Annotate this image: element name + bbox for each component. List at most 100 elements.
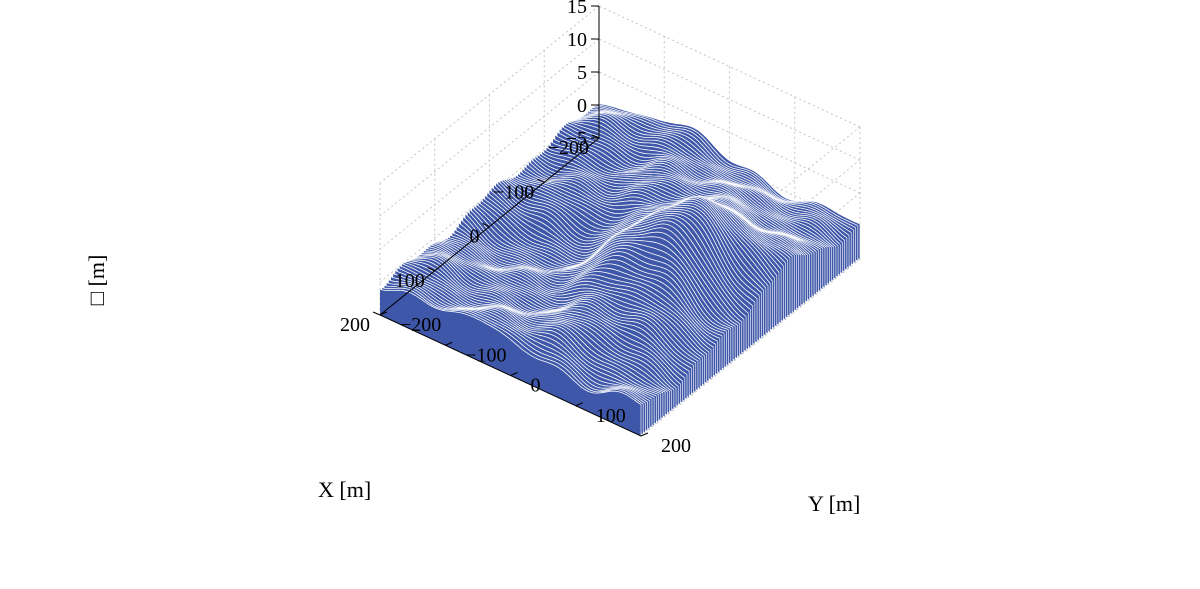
surface-profile-line [577,116,839,247]
surface-profile-line [517,173,780,273]
surface-profile-line [508,177,771,284]
wall-grid-z [379,71,600,250]
surface-profile-line [392,273,655,398]
surface-profile-line [550,141,813,255]
y-tick [640,432,649,437]
surface-profile-line [515,174,778,276]
surface-profile-line [476,203,738,326]
x-tick [427,267,435,272]
surface-profile-line [546,147,808,256]
surface-profile-line [406,261,668,393]
surface-profile-line [581,113,843,244]
x-tick-label: 100 [395,270,425,292]
surface-profile-line [568,121,830,248]
surface-profile-line [590,109,852,233]
surface-profile-line [445,238,707,355]
z-tick-label: 15 [567,0,587,18]
surface-profile-line [399,265,661,394]
axes: −200 −100 0 100 200 −200 −100 0 100 200 −5 0 5 10 15 [340,0,691,457]
surface-profile-line [408,260,670,392]
surface-profile-line [454,229,716,345]
surface-profile-line [397,267,659,395]
surface-profile-line [533,157,795,256]
surface-profile-line [557,131,819,251]
surface-profile-line [462,216,725,334]
surface-profile-line [452,232,714,348]
surface-profile-line [438,240,701,360]
surface-profile-line [465,213,727,332]
surface-profile-line [548,144,810,255]
surface-profile-line [434,242,696,364]
surface-profile-line [513,176,775,279]
y-tick-label: 0 [531,375,541,397]
surface-profile-line [565,122,828,248]
surface-profile-line [552,138,815,254]
surface-profile-line [447,236,710,353]
surface-profile-line [585,111,848,239]
surface-profile-line [522,168,784,267]
surface-profile-line [482,197,745,320]
x-axis-label: X [m] [318,477,371,502]
z-tick-label: 5 [577,62,587,84]
surface-profile-line [555,134,817,252]
surface-profile-line [574,119,837,247]
z-axis-label: □ [m] [84,255,109,306]
surface-profile-line [530,159,793,257]
surface-profile-line [401,263,664,394]
surface-profile-line [460,219,723,336]
surface-profile-line [537,154,799,256]
surface-profile-line [432,243,694,366]
surface-profile-line [414,256,677,389]
surface-profile-line [572,120,834,248]
surface-profile-line [559,128,821,250]
x-tick-label: 200 [340,314,370,336]
surface-profile-line [395,270,657,397]
surface-profile-line [436,241,699,362]
surface-profile-line [384,285,646,404]
surface-profile-line [524,165,786,264]
surface-profile-line [423,250,686,379]
surface-profile-line [419,253,681,385]
surface-profile-line [506,178,769,287]
surface-profile-line [473,205,736,327]
surface-profile-line [443,239,705,357]
surface-profile-line [594,105,856,228]
surface-profile-line [449,234,712,350]
surface-profile-line [471,207,734,328]
surface-profile-line [528,161,791,259]
surface-profile-line [430,244,692,369]
y-tick-label: 200 [661,435,691,457]
y-tick-label: 100 [596,405,626,427]
surface-profile-line [579,114,841,245]
surface-profile-line [535,155,797,256]
surface-profile-line [596,104,858,226]
surface-profile-line [458,222,720,339]
surface-profile-line [441,240,703,358]
surface-profile-line [410,259,672,392]
surface-profile-line [502,179,764,291]
surface-profile-line [570,120,832,248]
surface-profile-line [456,226,718,342]
wall-grid-z [379,38,600,217]
surface-profile-line [478,202,740,324]
surface-profile-line [428,246,690,372]
surface-profile-line [382,287,644,405]
z-tick-label: 0 [577,95,587,117]
y-axis-label: Y [m] [808,491,860,516]
surface-profile-line [388,279,650,401]
x-tick [537,178,545,183]
surface [379,103,861,436]
surface-profile-line [379,288,642,405]
surface-profile-line [403,262,666,393]
surface-profile-line [390,276,653,400]
y-tick-label: −100 [465,344,506,366]
y-tick-label: −200 [400,314,441,336]
surface-profile-line [412,258,675,391]
wall-grid-z [379,5,600,184]
surface-profile-line [480,199,742,323]
surface-profile-line [467,211,729,331]
surface-profile-line [592,107,854,231]
surface-profile-line [417,255,679,387]
x-tick-label: 0 [470,226,480,248]
y-tick [575,402,583,407]
